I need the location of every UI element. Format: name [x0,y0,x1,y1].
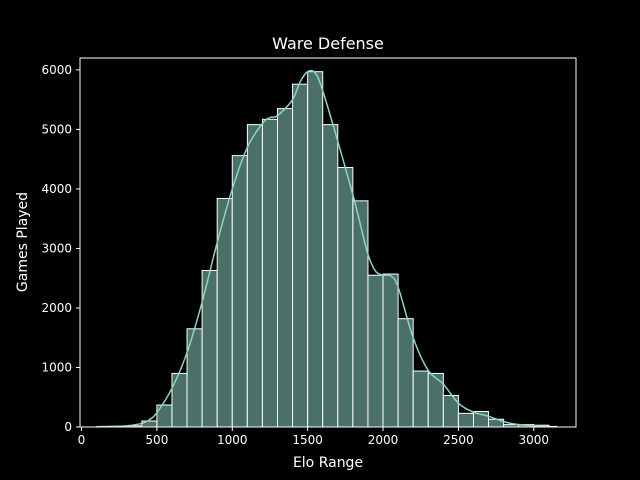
histogram-bar-12 [276,108,294,428]
histogram-bar-18 [367,274,384,428]
x-tick-label-1000: 1000 [217,433,248,447]
x-tick-label-2000: 2000 [368,433,399,447]
y-tick-label-4000: 4000 [41,182,72,196]
y-tick-label-6000: 6000 [41,63,72,77]
kde-curve-group [96,69,549,428]
kde-curve [96,69,549,428]
histogram-bar-17 [352,200,369,428]
y-tick-label-3000: 3000 [41,241,72,255]
x-tick-label-1500: 1500 [292,433,323,447]
y-tick-label-2000: 2000 [41,301,72,315]
histogram-bar-16 [337,167,354,428]
histogram-bar-9 [231,155,248,428]
histogram-bar-13 [292,83,309,428]
y-axis-label: Games Played [15,192,31,292]
y-axis-ticks: 0 1000 2000 3000 4000 5000 6000 [41,63,80,434]
x-tick-label-3000: 3000 [519,433,550,447]
histogram-bar-21 [412,370,429,428]
histogram-bar-14 [307,71,324,428]
histogram-bar-15 [322,124,339,428]
chart-title: Ware Defense [272,34,384,53]
histogram-bar-10 [246,124,263,428]
x-tick-label-2500: 2500 [443,433,474,447]
histogram-bar-24 [457,412,474,428]
x-tick-label-500: 500 [145,433,168,447]
plot-frame [79,57,577,428]
histogram-bar-5 [171,372,188,428]
y-tick-label-0: 0 [64,420,72,434]
histogram-bars [96,71,557,428]
y-tick-label-1000: 1000 [41,360,72,374]
histogram-bar-20 [397,318,414,428]
y-tick-label-5000: 5000 [41,122,72,136]
histogram-bar-11 [261,118,278,428]
x-axis-label: Elo Range [293,455,363,471]
x-tick-label-0: 0 [78,433,86,447]
x-axis-ticks: 0 500 1000 1500 2000 2500 3000 [78,427,549,447]
histogram-bar-19 [382,273,399,428]
